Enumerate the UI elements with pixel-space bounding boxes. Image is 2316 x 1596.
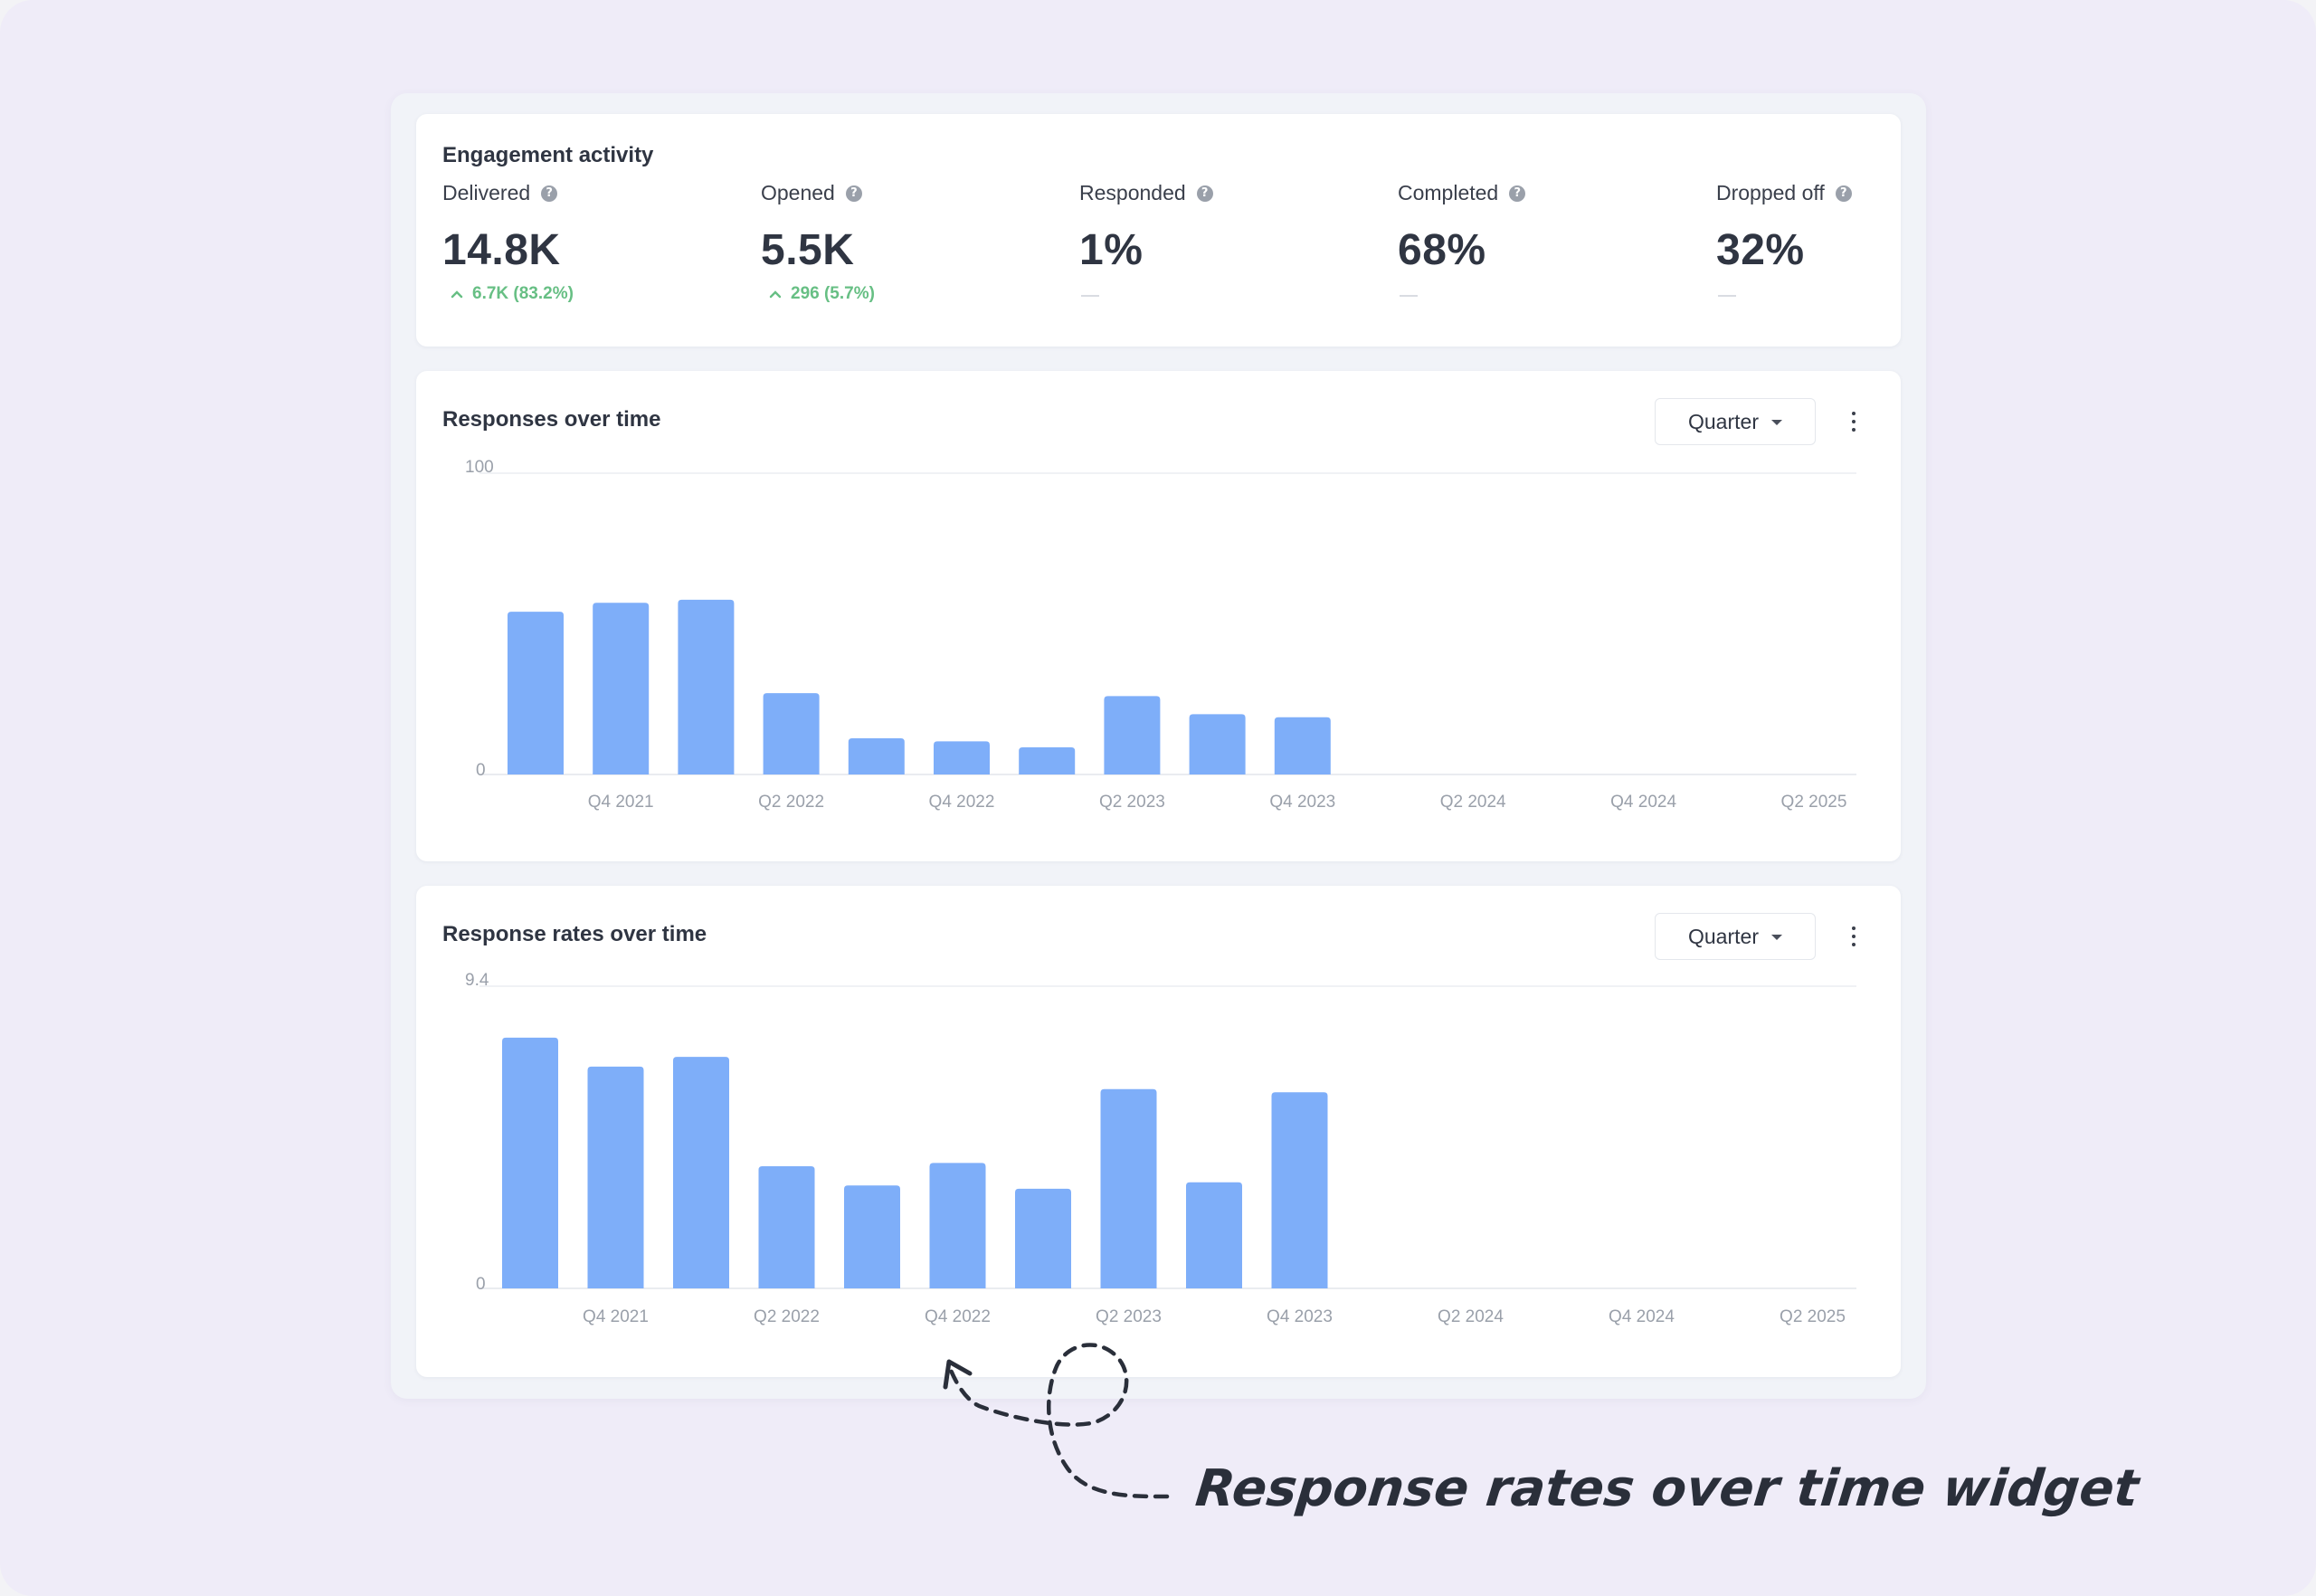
x-tick-label: Q2 2022 [758,793,824,812]
caret-down-icon [1770,935,1782,940]
help-icon[interactable]: ? [1509,185,1526,202]
x-tick-label: Q4 2024 [1610,793,1676,812]
responses-chart-title: Responses over time [442,407,661,432]
kpi-value: 68% [1398,226,1486,274]
x-tick-label: Q4 2022 [929,793,995,812]
kpi-delivered: Delivered ? 14.8K 6.7K (83.2%) [442,181,750,304]
kpi-value: 5.5K [761,226,855,274]
bar-q1-2023[interactable] [1015,1188,1071,1288]
kpi-label: Responded [1079,181,1186,204]
caret-down-icon [1770,420,1782,425]
x-tick-label: Q2 2025 [1780,1307,1846,1326]
bar-q4-2021[interactable] [593,603,650,774]
bar-q2-2023[interactable] [1104,696,1161,774]
bar-q4-2023[interactable] [1274,717,1331,774]
more-options-icon[interactable] [1848,923,1859,950]
kpi-dropped-off: Dropped off ? 32% [1716,181,2024,302]
bar-q2-2022[interactable] [763,693,820,774]
help-icon[interactable]: ? [1196,185,1213,202]
kpi-change: 6.7K (83.2%) [442,284,750,304]
bar-q4-2021[interactable] [587,1066,644,1288]
bar-q2-2022[interactable] [758,1165,815,1288]
x-tick-label: Q4 2021 [588,793,654,812]
kpi-responded: Responded ? 1% [1079,181,1387,302]
kpi-label: Delivered [442,181,531,204]
x-tick-label: Q2 2023 [1099,793,1165,812]
chevron-up-icon [451,290,463,299]
x-tick-label: Q4 2023 [1269,793,1335,812]
chevron-up-icon [769,290,782,299]
kpi-change: 296 (5.7%) [761,284,1068,304]
bar-q4-2023[interactable] [1271,1092,1328,1288]
response-rates-over-time-card: Response rates over time Quarter 9.4 0 Q4 … [416,886,1901,1377]
kpi-label: Completed [1398,181,1499,204]
bar-q3-2022[interactable] [844,1185,900,1288]
bar-q3-2021[interactable] [502,1037,558,1288]
bar-q1-2022[interactable] [673,1057,729,1288]
bar-q1-2023[interactable] [1019,747,1076,774]
responses-over-time-card: Responses over time Quarter 100 0 Q4 2021 Q… [416,371,1901,861]
engagement-title: Engagement activity [442,143,654,167]
x-tick-label: Q4 2024 [1609,1307,1675,1326]
kpi-change-text: 296 (5.7%) [791,284,875,303]
bar-q1-2022[interactable] [678,599,735,774]
kpi-value: 1% [1079,226,1144,274]
response-rates-bar-chart: 9.4 0 Q4 2021 Q2 2022 Q4 2022 Q2 2023 Q4 2023 Q… [465,971,1856,1326]
x-tick-label: Q2 2024 [1440,793,1506,812]
kpi-opened: Opened ? 5.5K 296 (5.7%) [761,181,1068,304]
help-icon[interactable]: ? [845,185,862,202]
kpi-change-text: 6.7K (83.2%) [472,284,574,303]
period-dropdown[interactable]: Quarter [1655,913,1816,960]
x-tick-label: Q4 2021 [583,1307,649,1326]
x-tick-label: Q4 2023 [1267,1307,1333,1326]
rates-chart-title: Response rates over time [442,922,707,946]
bar-q3-2023[interactable] [1186,1182,1242,1288]
bar-q2-2023[interactable] [1100,1088,1157,1288]
period-dropdown-label: Quarter [1688,409,1759,433]
kpi-completed: Completed ? 68% [1398,181,1705,302]
period-dropdown[interactable]: Quarter [1655,398,1816,445]
kpi-value: 14.8K [442,226,561,274]
x-tick-label: Q4 2022 [925,1307,991,1326]
kpi-value: 32% [1716,226,1805,274]
no-change-dash [1081,295,1099,297]
bar-q3-2023[interactable] [1189,714,1246,774]
help-icon[interactable]: ? [1835,185,1852,202]
x-tick-label: Q2 2025 [1781,793,1847,812]
y-tick-label: 0 [476,761,486,780]
help-icon[interactable]: ? [541,185,558,202]
more-options-icon[interactable] [1848,408,1859,435]
y-tick-label: 0 [476,1275,486,1294]
bar-q4-2022[interactable] [929,1163,986,1288]
annotation-label: Response rates over time widget [1192,1459,2141,1518]
x-tick-label: Q2 2023 [1096,1307,1162,1326]
no-change-dash [1718,295,1736,297]
x-tick-label: Q2 2024 [1438,1307,1504,1326]
y-tick-label: 9.4 [465,971,489,990]
kpi-label: Dropped off [1716,181,1825,204]
period-dropdown-label: Quarter [1688,924,1759,948]
bar-q3-2022[interactable] [848,738,905,774]
bar-q4-2022[interactable] [934,741,990,774]
responses-bar-chart: 100 0 Q4 2021 Q2 2022 Q4 2022 Q2 2023 Q4 2023 Q… [465,458,1856,812]
y-tick-label: 100 [465,458,494,477]
engagement-activity-card: Engagement activity Delivered ? 14.8K 6.… [416,114,1901,347]
kpi-label: Opened [761,181,835,204]
no-change-dash [1400,295,1418,297]
x-tick-label: Q2 2022 [754,1307,820,1326]
bar-q3-2021[interactable] [508,612,564,774]
